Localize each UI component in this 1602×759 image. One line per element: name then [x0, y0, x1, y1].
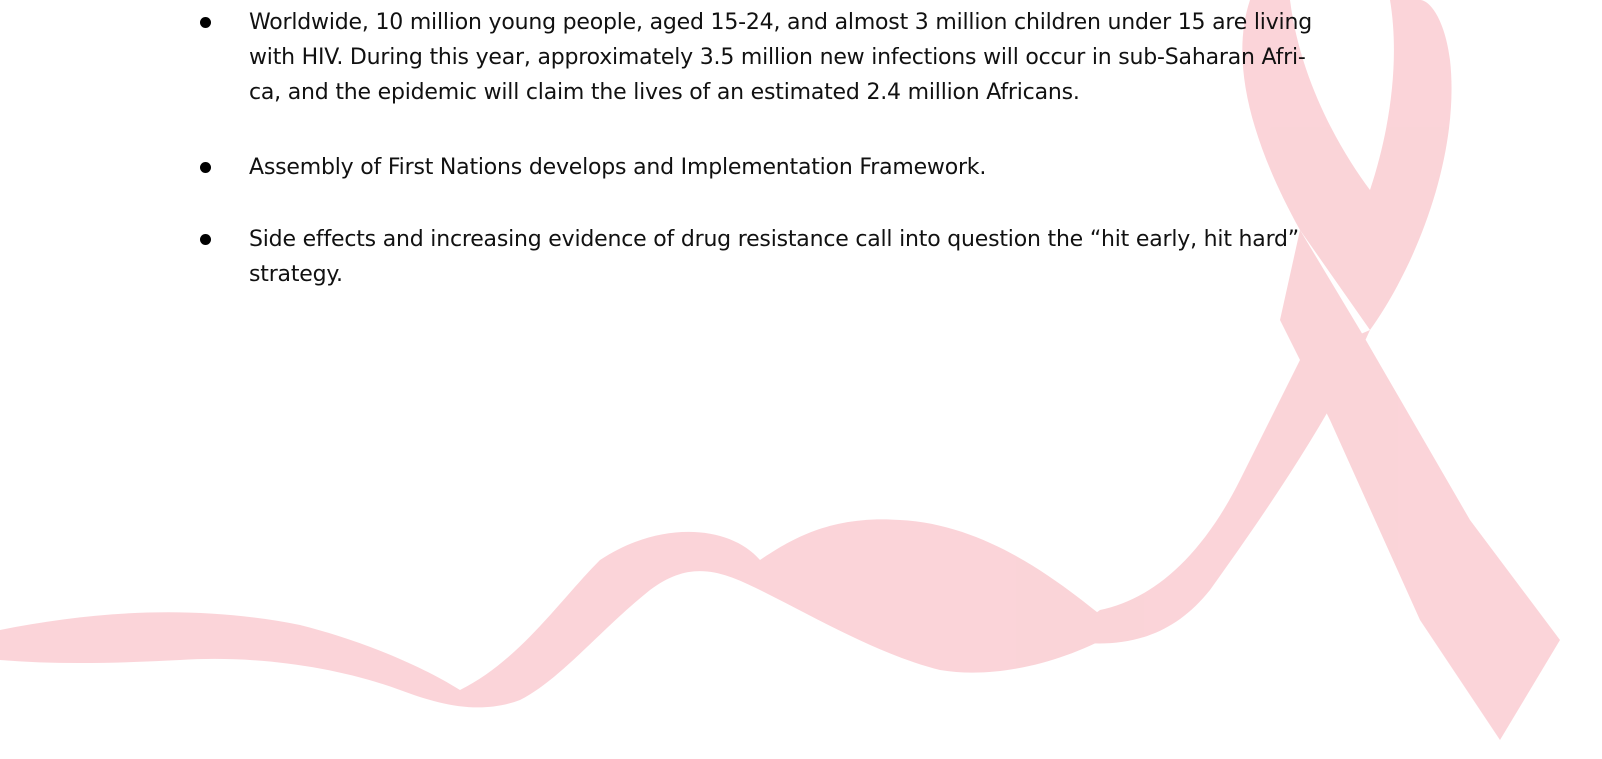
- text-line: with HIV. During this year, approximatel…: [249, 40, 1306, 75]
- ribbon-background: [0, 0, 1602, 759]
- text-line: ca, and the epidemic will claim the live…: [249, 75, 1080, 110]
- bullet-dot: [200, 234, 211, 245]
- bullet-dot: [200, 162, 211, 173]
- text-line: Worldwide, 10 million young people, aged…: [249, 5, 1312, 40]
- document-page: Worldwide, 10 million young people, aged…: [0, 0, 1602, 759]
- text-line: Assembly of First Nations develops and I…: [249, 150, 986, 185]
- bullet-dot: [200, 17, 211, 28]
- text-line: strategy.: [249, 257, 343, 292]
- text-line: Side effects and increasing evidence of …: [249, 222, 1299, 257]
